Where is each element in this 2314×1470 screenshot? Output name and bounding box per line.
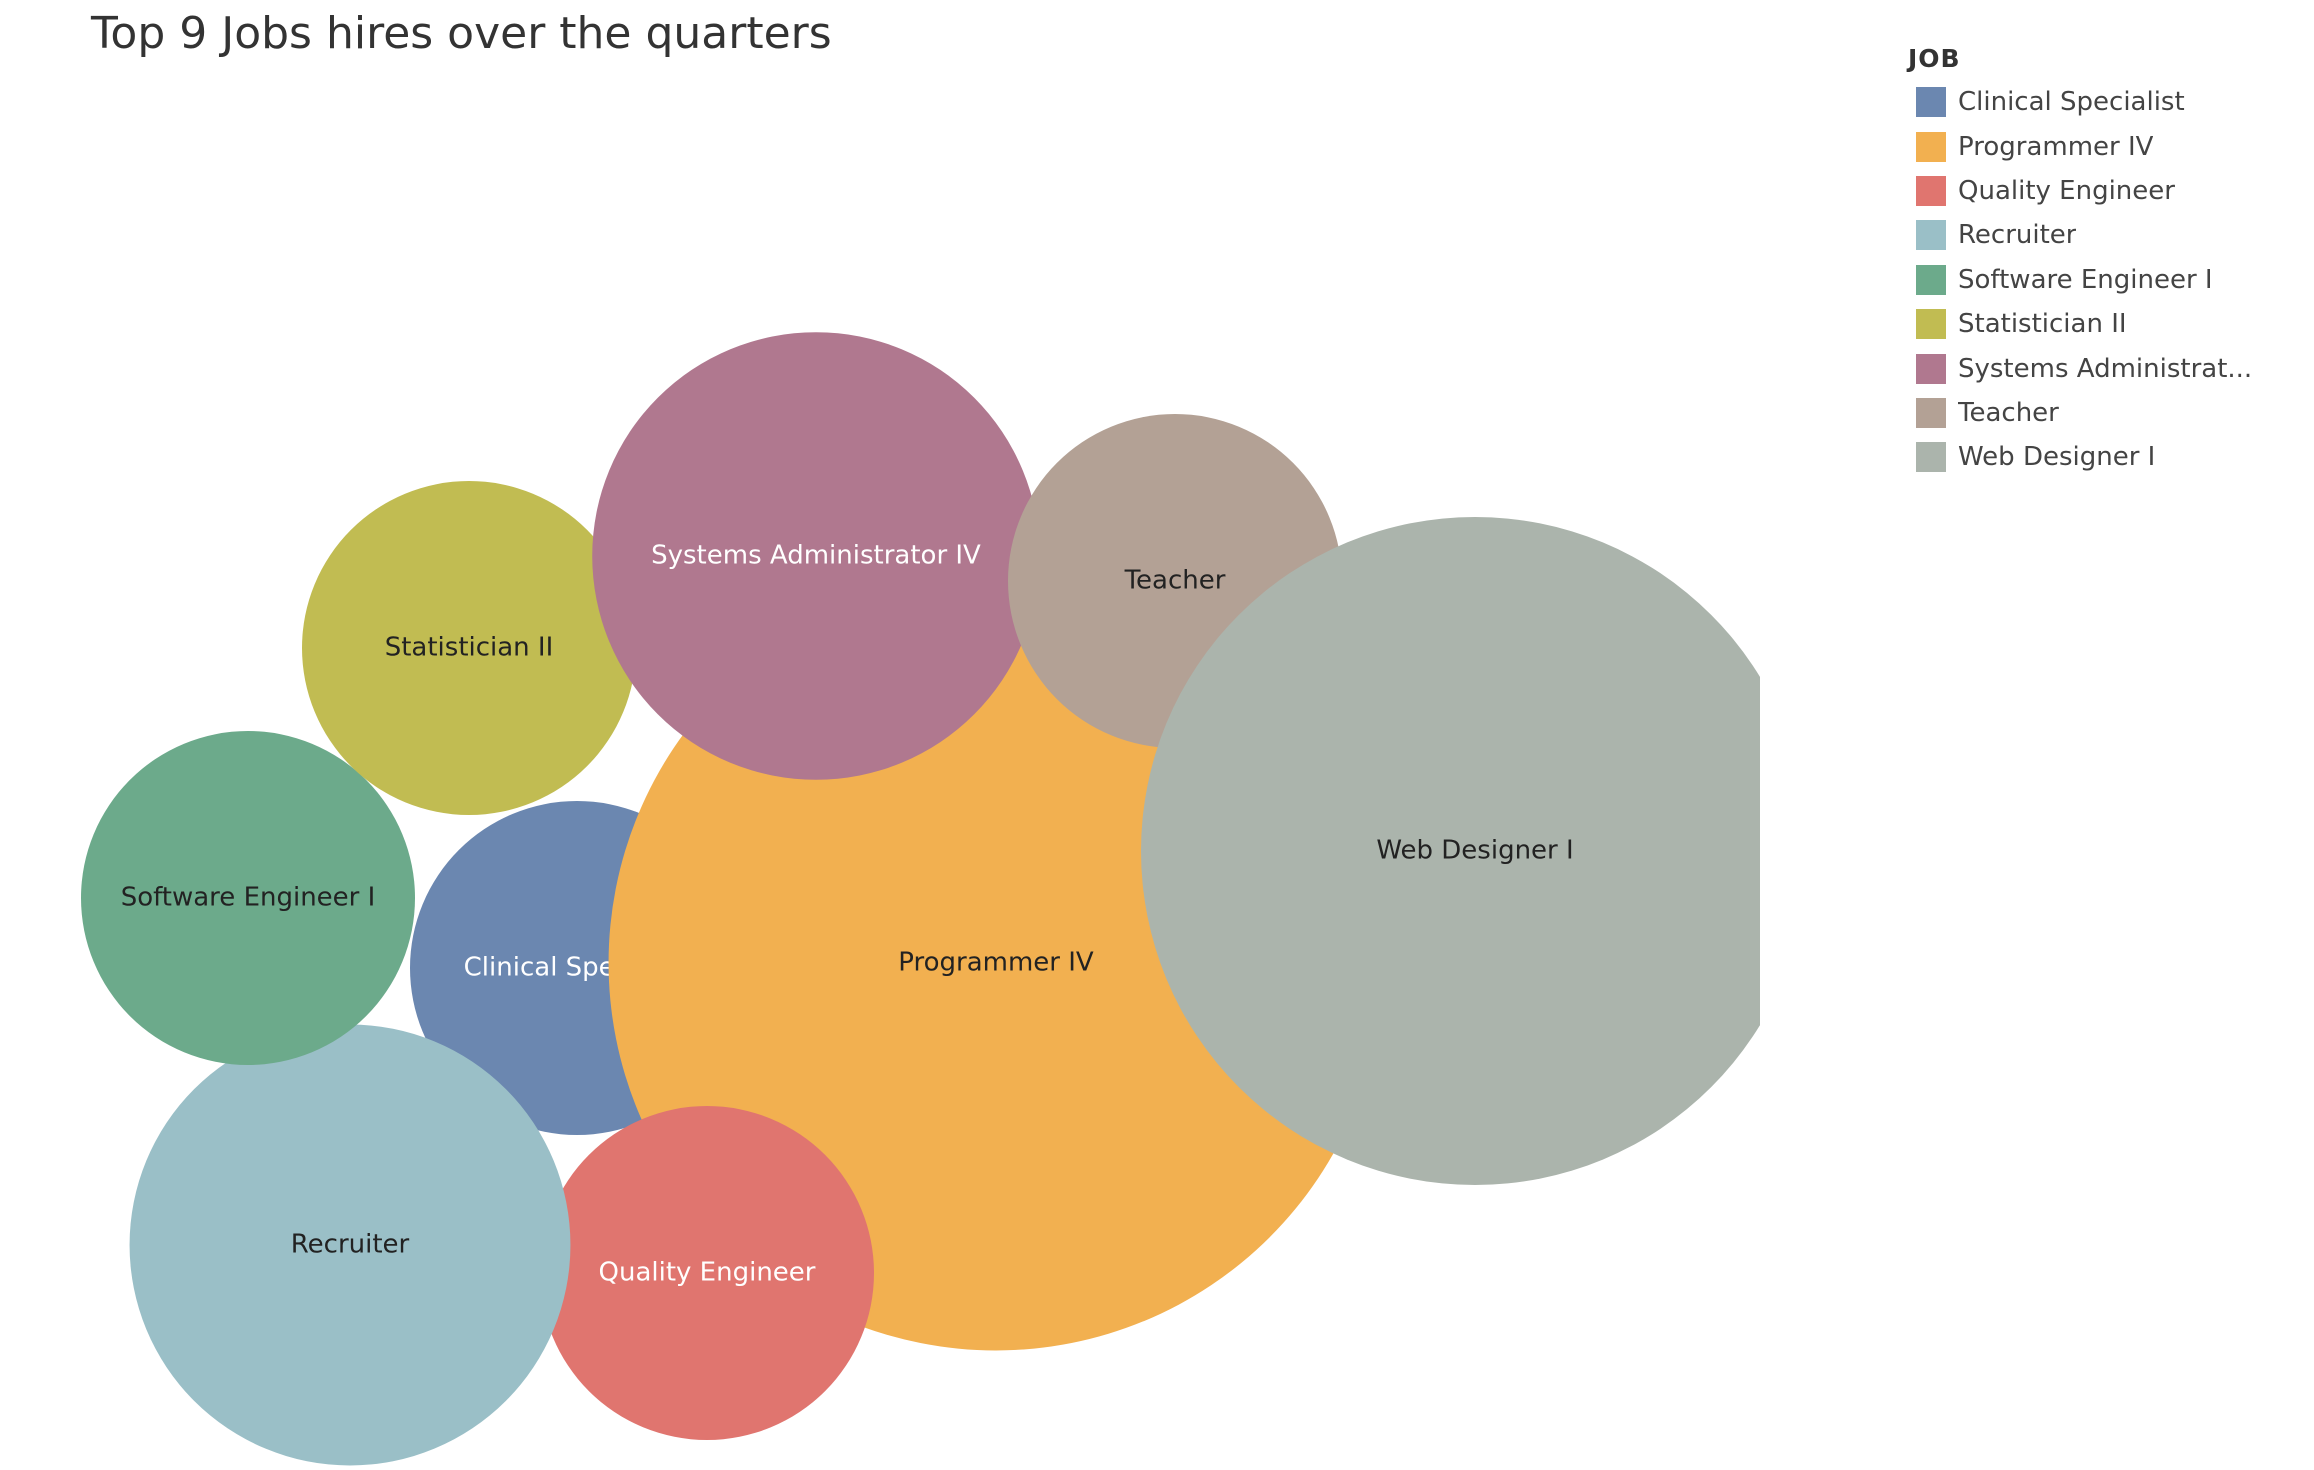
legend-list: Clinical Specialist Programmer IV Quality … <box>1908 80 2268 480</box>
legend-label: Statistician II <box>1958 309 2127 340</box>
legend-item-clinical-specialist[interactable]: Clinical Specialist <box>1908 80 2268 124</box>
legend-swatch <box>1916 220 1946 251</box>
legend-label: Systems Administrat... <box>1958 353 2253 384</box>
bubble-label-software-engineer-i: Software Engineer I <box>121 883 376 913</box>
legend-label: Recruiter <box>1958 220 2077 251</box>
chart-title: Top 9 Jobs hires over the quarters <box>91 8 832 59</box>
legend-swatch <box>1916 131 1946 162</box>
bubble-software-engineer-i[interactable]: Software Engineer I <box>81 731 415 1065</box>
legend-label: Teacher <box>1958 397 2059 428</box>
legend-swatch <box>1916 175 1946 206</box>
legend-swatch <box>1916 309 1946 340</box>
legend-item-programmer-iv[interactable]: Programmer IV <box>1908 124 2268 168</box>
legend-swatch <box>1916 87 1946 118</box>
bubble-circle-quality-engineer[interactable] <box>540 1106 874 1440</box>
bubble-label-quality-engineer: Quality Engineer <box>599 1258 816 1288</box>
legend-label: Clinical Specialist <box>1958 87 2185 118</box>
legend-swatch <box>1916 397 1946 428</box>
legend-item-software-engineer-i[interactable]: Software Engineer I <box>1908 258 2268 302</box>
bubble-statistician-ii[interactable]: Statistician II <box>302 481 636 815</box>
legend[interactable]: JOB Clinical Specialist Programmer IV Qual… <box>1908 42 2268 480</box>
legend-label: Software Engineer I <box>1958 264 2213 295</box>
legend-item-recruiter[interactable]: Recruiter <box>1908 213 2268 257</box>
bubble-circle-statistician-ii[interactable] <box>302 481 636 815</box>
legend-title: JOB <box>1908 44 1961 73</box>
bubble-chart: Clinical Specialist Programmer IVQuality … <box>81 332 1760 1466</box>
bubble-web-designer-i[interactable]: Web Designer I <box>1141 517 1760 1185</box>
bubble-quality-engineer[interactable]: Quality Engineer <box>540 1106 874 1440</box>
bubble-circle-web-designer-i[interactable] <box>1141 517 1760 1185</box>
legend-item-teacher[interactable]: Teacher <box>1908 391 2268 435</box>
bubble-label-recruiter: Recruiter <box>291 1230 410 1260</box>
bubble-label-programmer-iv: Programmer IV <box>898 948 1094 978</box>
bubble-label-systems-administrator-iv: Systems Administrator IV <box>651 541 981 571</box>
legend-swatch <box>1916 442 1946 473</box>
bubble-systems-administrator-iv[interactable]: Systems Administrator IV <box>592 332 1040 780</box>
legend-label: Programmer IV <box>1958 131 2154 162</box>
legend-label: Web Designer I <box>1958 442 2156 473</box>
legend-item-systems-administrator-iv[interactable]: Systems Administrat... <box>1908 346 2268 390</box>
bubble-label-statistician-ii: Statistician II <box>385 633 554 663</box>
legend-label: Quality Engineer <box>1958 175 2175 206</box>
legend-item-web-designer-i[interactable]: Web Designer I <box>1908 435 2268 479</box>
bubble-recruiter[interactable]: Recruiter <box>129 1024 571 1466</box>
legend-item-quality-engineer[interactable]: Quality Engineer <box>1908 169 2268 213</box>
bubble-label-web-designer-i: Web Designer I <box>1376 836 1573 866</box>
bubble-circle-recruiter[interactable] <box>129 1024 571 1466</box>
bubble-circle-software-engineer-i[interactable] <box>81 731 415 1065</box>
legend-swatch <box>1916 353 1946 384</box>
bubble-label-teacher: Teacher <box>1124 566 1226 596</box>
bubble-circle-systems-administrator-iv[interactable] <box>592 332 1040 780</box>
legend-swatch <box>1916 264 1946 295</box>
legend-item-statistician-ii[interactable]: Statistician II <box>1908 302 2268 346</box>
